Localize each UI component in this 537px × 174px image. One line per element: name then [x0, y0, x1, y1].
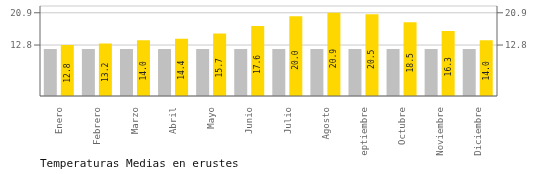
svg-text:Enero: Enero — [54, 107, 64, 134]
svg-text:Agosto: Agosto — [321, 107, 331, 140]
svg-text:17.6: 17.6 — [253, 55, 262, 74]
svg-text:12.8: 12.8 — [63, 63, 72, 82]
svg-text:Abril: Abril — [168, 107, 178, 134]
svg-text:Marzo: Marzo — [130, 107, 140, 134]
svg-text:16.3: 16.3 — [444, 57, 453, 76]
svg-text:20.9: 20.9 — [10, 8, 32, 18]
svg-text:20.9: 20.9 — [505, 8, 527, 18]
svg-text:Diciembre: Diciembre — [473, 107, 483, 156]
svg-text:Septiembre: Septiembre — [359, 107, 369, 156]
svg-text:Febrero: Febrero — [92, 107, 102, 145]
html-text:Temperaturas Medias en erustes: Temperaturas Medias en erustes — [40, 157, 239, 170]
svg-text:Julio: Julio — [283, 107, 293, 134]
svg-text:13.2: 13.2 — [101, 63, 110, 82]
svg-text:Mayo: Mayo — [206, 107, 216, 129]
svg-text:Octubre: Octubre — [397, 107, 407, 145]
svg-text:Noviembre: Noviembre — [435, 107, 445, 156]
svg-text:20.0: 20.0 — [291, 50, 300, 69]
svg-text:20.5: 20.5 — [367, 49, 376, 68]
svg-text:20.9: 20.9 — [329, 49, 338, 68]
svg-text:15.7: 15.7 — [215, 58, 224, 77]
svg-text:14.0: 14.0 — [482, 61, 491, 80]
svg-text:Junio: Junio — [244, 107, 254, 134]
svg-text:12.8: 12.8 — [10, 40, 32, 50]
svg-text:12.8: 12.8 — [505, 40, 527, 50]
svg-text:14.0: 14.0 — [139, 61, 148, 80]
svg-text:14.4: 14.4 — [177, 60, 186, 79]
svg-text:18.5: 18.5 — [406, 53, 415, 72]
